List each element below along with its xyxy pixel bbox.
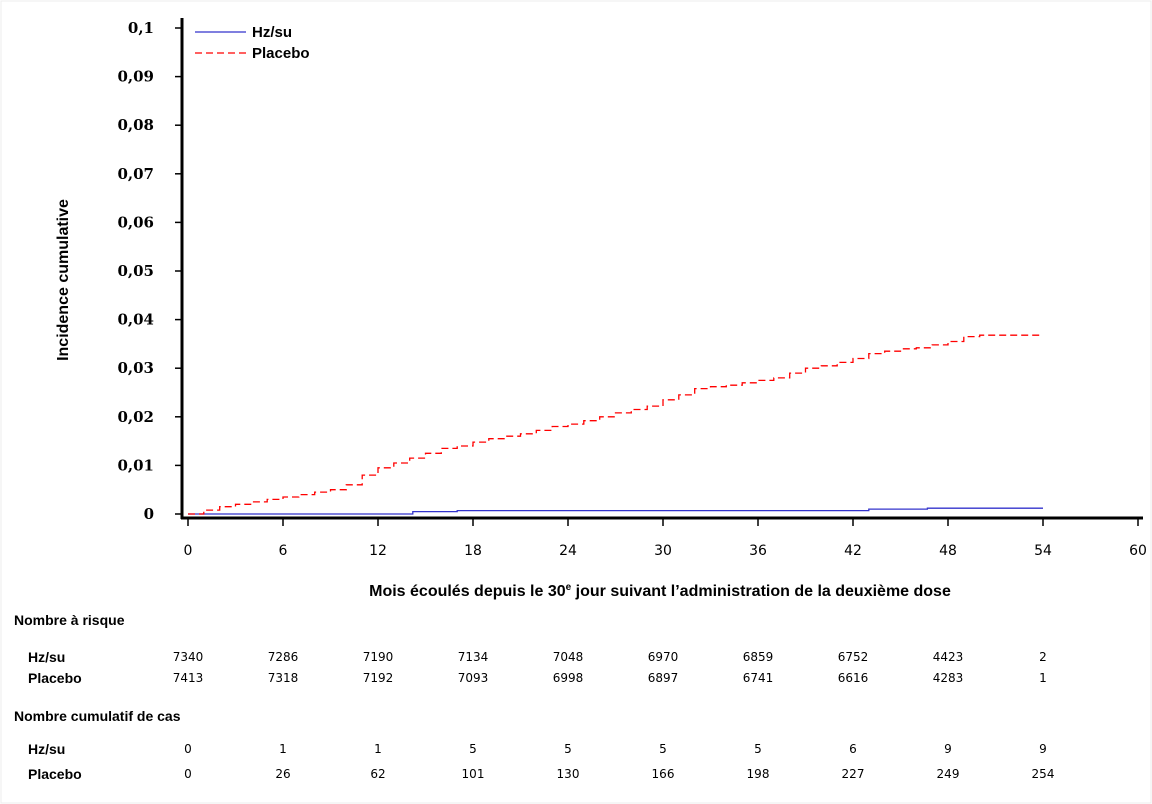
y-tick-label: 0,04 bbox=[117, 311, 154, 329]
cases-table-cell: 9 bbox=[1039, 742, 1047, 756]
risk-table-cell: 6741 bbox=[743, 671, 774, 685]
cases-table-cell: 9 bbox=[944, 742, 952, 756]
y-tick-label: 0 bbox=[144, 505, 154, 523]
y-ticks: 0 0,01 0,02 0,03 0,04 0,05 0,06 0,07 0,08 0,09 0,1 bbox=[117, 19, 182, 523]
risk-table-cell: 7093 bbox=[458, 671, 489, 685]
x-axis-label-superscript: e bbox=[566, 582, 572, 593]
risk-table-cell: 4283 bbox=[933, 671, 964, 685]
legend-label-placebo: Placebo bbox=[252, 45, 310, 62]
x-ticks: 0 6 12 18 24 30 36 42 48 54 60 bbox=[184, 518, 1147, 559]
x-tick-label: 0 bbox=[184, 543, 193, 559]
cases-table-cell: 0 bbox=[184, 742, 192, 756]
y-tick-label: 0,02 bbox=[117, 408, 154, 426]
risk-table-row-label: Placebo bbox=[28, 670, 82, 686]
y-tick-label: 0,07 bbox=[117, 165, 154, 183]
legend-label-hzsu: Hz/su bbox=[252, 24, 292, 41]
y-tick-label: 0,06 bbox=[117, 213, 154, 231]
cases-table-row-label: Placebo bbox=[28, 766, 82, 782]
cases-table-cell: 5 bbox=[754, 742, 762, 756]
risk-table-cell: 7318 bbox=[268, 671, 299, 685]
risk-table-cell: 6897 bbox=[648, 671, 679, 685]
x-axis-label: Mois écoulés depuis le 30e jour suivant … bbox=[369, 582, 951, 600]
y-tick-label: 0,01 bbox=[117, 456, 154, 474]
risk-table-cell: 6859 bbox=[743, 650, 774, 664]
cases-table-cell: 1 bbox=[374, 742, 382, 756]
axes bbox=[180, 18, 1143, 520]
risk-table-cell: 6970 bbox=[648, 650, 679, 664]
x-tick-label: 36 bbox=[749, 543, 767, 559]
series-line-hzsu bbox=[188, 507, 1043, 515]
risk-table-title: Nombre à risque bbox=[14, 612, 125, 628]
y-tick-label: 0,09 bbox=[117, 68, 154, 86]
cases-table-cell: 5 bbox=[659, 742, 667, 756]
cases-table-cell: 198 bbox=[747, 767, 770, 781]
cases-table-cell: 26 bbox=[275, 767, 290, 781]
risk-table-cell: 7192 bbox=[363, 671, 394, 685]
risk-table-cell: 1 bbox=[1039, 671, 1047, 685]
risk-table-cell: 6752 bbox=[838, 650, 869, 664]
x-tick-label: 60 bbox=[1129, 543, 1147, 559]
risk-table-row-label: Hz/su bbox=[28, 649, 65, 665]
cases-table-cell: 5 bbox=[469, 742, 477, 756]
cases-table-cell: 101 bbox=[462, 767, 485, 781]
series-layer bbox=[188, 334, 1043, 515]
cases-table-cell: 254 bbox=[1032, 767, 1055, 781]
risk-table-cell: 4423 bbox=[933, 650, 964, 664]
cases-table-title: Nombre cumulatif de cas bbox=[14, 708, 181, 724]
y-tick-label: 0,1 bbox=[128, 19, 154, 37]
risk-table-cell: 7286 bbox=[268, 650, 299, 664]
cases-table-row-label: Hz/su bbox=[28, 741, 65, 757]
x-axis-label-part1: Mois écoulés depuis le 30 bbox=[369, 583, 566, 600]
series-line-placebo bbox=[188, 334, 1043, 515]
x-tick-label: 24 bbox=[559, 543, 577, 559]
cases-table-cell: 62 bbox=[370, 767, 385, 781]
cases-table-cell: 249 bbox=[937, 767, 960, 781]
x-tick-label: 30 bbox=[654, 543, 672, 559]
y-tick-label: 0,05 bbox=[117, 262, 154, 280]
y-tick-label: 0,08 bbox=[117, 116, 154, 134]
risk-table-cell: 7413 bbox=[173, 671, 204, 685]
cases-table-cell: 227 bbox=[842, 767, 865, 781]
x-tick-label: 54 bbox=[1034, 543, 1052, 559]
x-tick-label: 42 bbox=[844, 543, 862, 559]
risk-table-cell: 6616 bbox=[838, 671, 869, 685]
cases-table-cell: 6 bbox=[849, 742, 857, 756]
cases-table: Hz/su 0 1 1 5 5 5 5 6 9 9 Placebo 0 26 62 101 130 166 198 2… bbox=[28, 741, 1054, 782]
x-tick-label: 18 bbox=[464, 543, 482, 559]
x-tick-label: 48 bbox=[939, 543, 957, 559]
risk-table-cell: 2 bbox=[1039, 650, 1047, 664]
risk-table: Hz/su 7340 7286 7190 7134 7048 6970 6859 6752 442… bbox=[28, 649, 1047, 686]
y-axis-label: Incidence cumulative bbox=[55, 199, 72, 361]
x-tick-label: 12 bbox=[369, 543, 387, 559]
x-axis-label-part2: jour suivant l’administration de la deux… bbox=[571, 583, 951, 600]
x-tick-label: 6 bbox=[279, 543, 288, 559]
risk-table-cell: 7340 bbox=[173, 650, 204, 664]
legend: Hz/su Placebo bbox=[195, 24, 310, 62]
cases-table-cell: 0 bbox=[184, 767, 192, 781]
cases-table-cell: 130 bbox=[557, 767, 580, 781]
cases-table-cell: 5 bbox=[564, 742, 572, 756]
risk-table-cell: 7190 bbox=[363, 650, 394, 664]
cases-table-cell: 166 bbox=[652, 767, 675, 781]
risk-table-cell: 7048 bbox=[553, 650, 584, 664]
risk-table-cell: 6998 bbox=[553, 671, 584, 685]
y-tick-label: 0,03 bbox=[117, 359, 154, 377]
cases-table-cell: 1 bbox=[279, 742, 287, 756]
risk-table-cell: 7134 bbox=[458, 650, 489, 664]
